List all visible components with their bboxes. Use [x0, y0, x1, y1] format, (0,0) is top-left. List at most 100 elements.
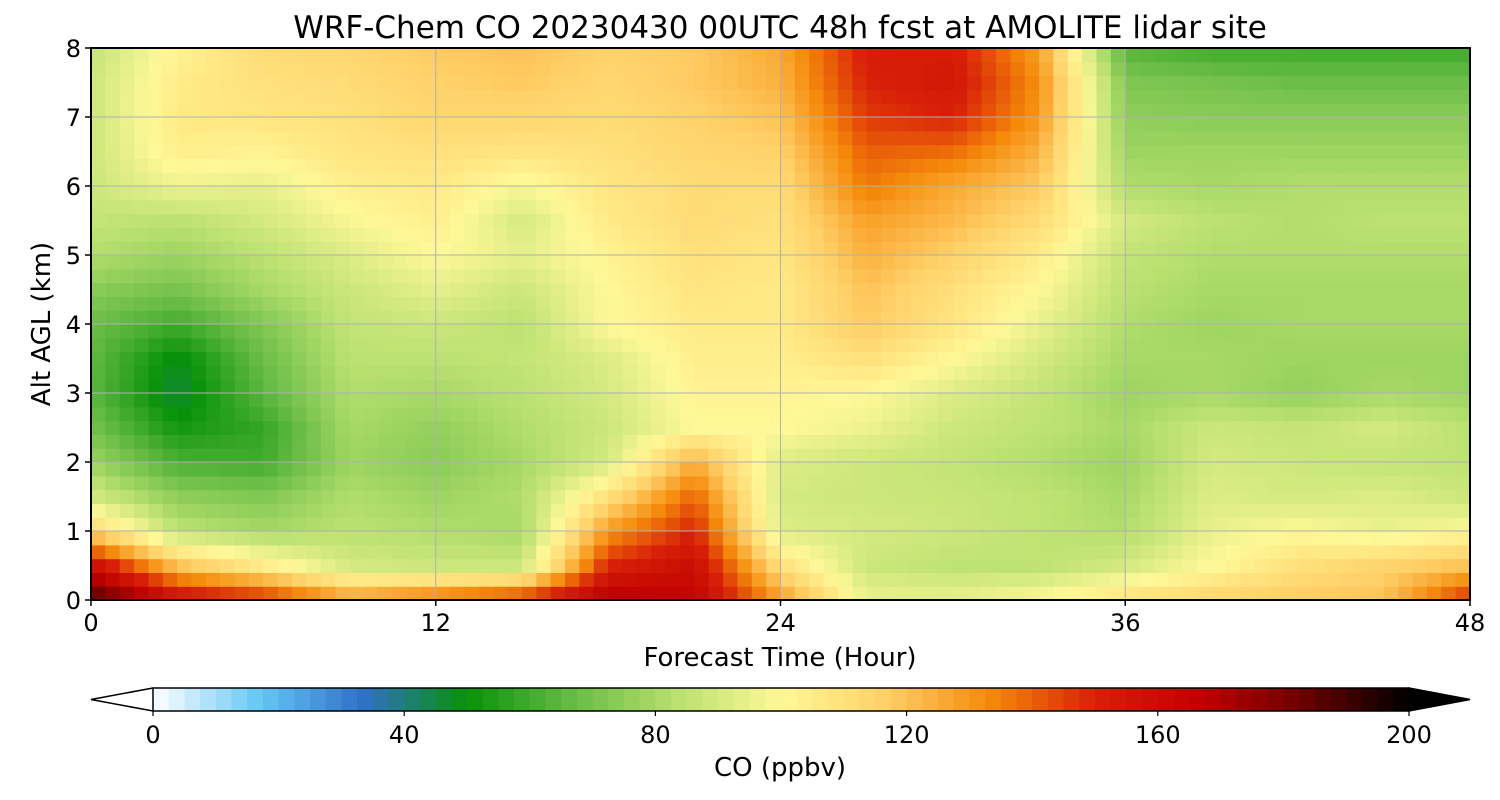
heatmap-cell	[909, 572, 925, 587]
heatmap-cell	[1297, 296, 1313, 311]
colorbar-segment	[1157, 688, 1175, 711]
heatmap-cell	[924, 61, 940, 77]
heatmap-cell	[1412, 130, 1428, 146]
heatmap-cell	[1082, 572, 1098, 587]
heatmap-cell	[277, 268, 293, 284]
heatmap-cell	[1225, 448, 1241, 463]
heatmap-cell	[407, 558, 422, 573]
heatmap-cell	[1398, 61, 1414, 77]
heatmap-cell	[1283, 448, 1299, 463]
heatmap-cell	[134, 544, 150, 560]
heatmap-cell	[1326, 379, 1342, 394]
heatmap-cell	[708, 130, 724, 146]
heatmap-cell	[392, 434, 408, 449]
heatmap-cell	[1225, 268, 1241, 284]
heatmap-cell	[1139, 393, 1155, 408]
heatmap-cell	[608, 144, 624, 159]
heatmap-cell	[550, 255, 566, 270]
heatmap-cell	[852, 213, 868, 228]
heatmap-cell	[766, 296, 782, 311]
heatmap-cell	[1024, 517, 1040, 532]
heatmap-cell	[263, 61, 279, 77]
heatmap-cell	[837, 158, 853, 173]
heatmap-cell	[981, 337, 997, 353]
heatmap-cell	[967, 255, 983, 270]
heatmap-cell	[234, 448, 250, 463]
heatmap-cell	[1024, 420, 1040, 435]
heatmap-cell	[320, 103, 336, 118]
heatmap-cell	[766, 213, 782, 228]
heatmap-cell	[579, 489, 595, 504]
heatmap-cell	[881, 172, 897, 187]
heatmap-cell	[392, 75, 408, 90]
heatmap-cell	[708, 310, 724, 325]
heatmap-cell	[1096, 420, 1112, 435]
heatmap-cell	[636, 324, 652, 339]
heatmap-cell	[478, 489, 494, 504]
heatmap-cell	[593, 462, 609, 477]
heatmap-cell	[148, 213, 164, 228]
heatmap-cell	[320, 365, 336, 380]
heatmap-cell	[1268, 158, 1284, 173]
heatmap-cell	[378, 241, 394, 256]
heatmap-cell	[277, 365, 293, 380]
heatmap-cell	[1125, 324, 1141, 339]
heatmap-cell	[249, 158, 264, 173]
heatmap-cell	[335, 503, 351, 518]
heatmap-cell	[335, 199, 351, 215]
heatmap-cell	[421, 268, 437, 284]
heatmap-cell	[421, 186, 437, 201]
heatmap-cell	[1225, 241, 1241, 256]
heatmap-cell	[536, 489, 552, 504]
heatmap-cell	[1053, 186, 1069, 201]
heatmap-cell	[837, 199, 853, 215]
heatmap-cell	[105, 434, 121, 449]
heatmap-cell	[952, 48, 968, 63]
heatmap-cell	[478, 199, 494, 215]
heatmap-cell	[1153, 296, 1169, 311]
heatmap-cell	[277, 117, 293, 132]
heatmap-cell	[1369, 420, 1385, 435]
colorbar-segment	[1142, 688, 1159, 711]
heatmap-cell	[1182, 213, 1198, 228]
heatmap-cell	[162, 310, 178, 325]
heatmap-cell	[1024, 365, 1040, 380]
heatmap-cell	[995, 310, 1011, 325]
heatmap-cell	[1326, 61, 1342, 77]
heatmap-cell	[1426, 365, 1442, 380]
heatmap-cell	[306, 337, 322, 353]
heatmap-cell	[852, 448, 868, 463]
heatmap-cell	[1383, 186, 1399, 201]
heatmap-cell	[1355, 130, 1371, 146]
heatmap-cell	[421, 75, 437, 90]
heatmap-cell	[1254, 130, 1270, 146]
heatmap-cell	[593, 531, 609, 546]
heatmap-cell	[1197, 379, 1213, 394]
heatmap-cell	[995, 241, 1011, 256]
heatmap-cell	[1311, 103, 1327, 118]
heatmap-cell	[881, 351, 897, 366]
heatmap-cell	[579, 186, 595, 201]
heatmap-cell	[1182, 241, 1198, 256]
heatmap-cell	[292, 544, 308, 560]
heatmap-cell	[651, 89, 667, 104]
heatmap-cell	[665, 324, 681, 339]
heatmap-cell	[1197, 572, 1213, 587]
heatmap-cell	[1039, 296, 1055, 311]
heatmap-cell	[1096, 186, 1112, 201]
heatmap-cell	[1197, 393, 1213, 408]
heatmap-cell	[263, 144, 279, 159]
heatmap-cell	[521, 268, 537, 284]
heatmap-cell	[1355, 351, 1371, 366]
heatmap-cell	[1211, 365, 1227, 380]
heatmap-cell	[1383, 130, 1399, 146]
heatmap-cell	[967, 89, 983, 104]
heatmap-cell	[363, 227, 379, 242]
heatmap-cell	[1211, 393, 1227, 408]
heatmap-cell	[1311, 48, 1327, 63]
heatmap-cell	[1383, 89, 1399, 104]
heatmap-cell	[119, 296, 135, 311]
heatmap-cell	[1010, 296, 1026, 311]
heatmap-cell	[177, 75, 193, 90]
heatmap-cell	[392, 144, 408, 159]
